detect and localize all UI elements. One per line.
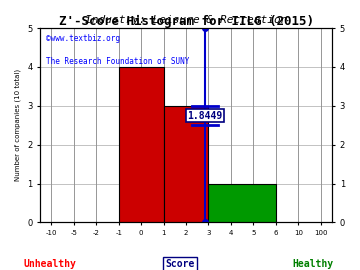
Text: 1.8449: 1.8449 bbox=[187, 111, 222, 121]
Text: Industry: Leisure & Recreation: Industry: Leisure & Recreation bbox=[85, 15, 287, 25]
Text: The Research Foundation of SUNY: The Research Foundation of SUNY bbox=[46, 57, 189, 66]
Title: Z'-Score Histogram for IILG (2015): Z'-Score Histogram for IILG (2015) bbox=[59, 15, 314, 28]
Bar bbox=[163, 106, 208, 222]
Text: Score: Score bbox=[165, 259, 195, 269]
Text: Healthy: Healthy bbox=[293, 259, 334, 269]
Text: ©www.textbiz.org: ©www.textbiz.org bbox=[46, 34, 120, 43]
Y-axis label: Number of companies (10 total): Number of companies (10 total) bbox=[15, 69, 22, 181]
Bar bbox=[208, 184, 276, 222]
Bar bbox=[119, 67, 163, 222]
Text: Unhealthy: Unhealthy bbox=[24, 259, 77, 269]
